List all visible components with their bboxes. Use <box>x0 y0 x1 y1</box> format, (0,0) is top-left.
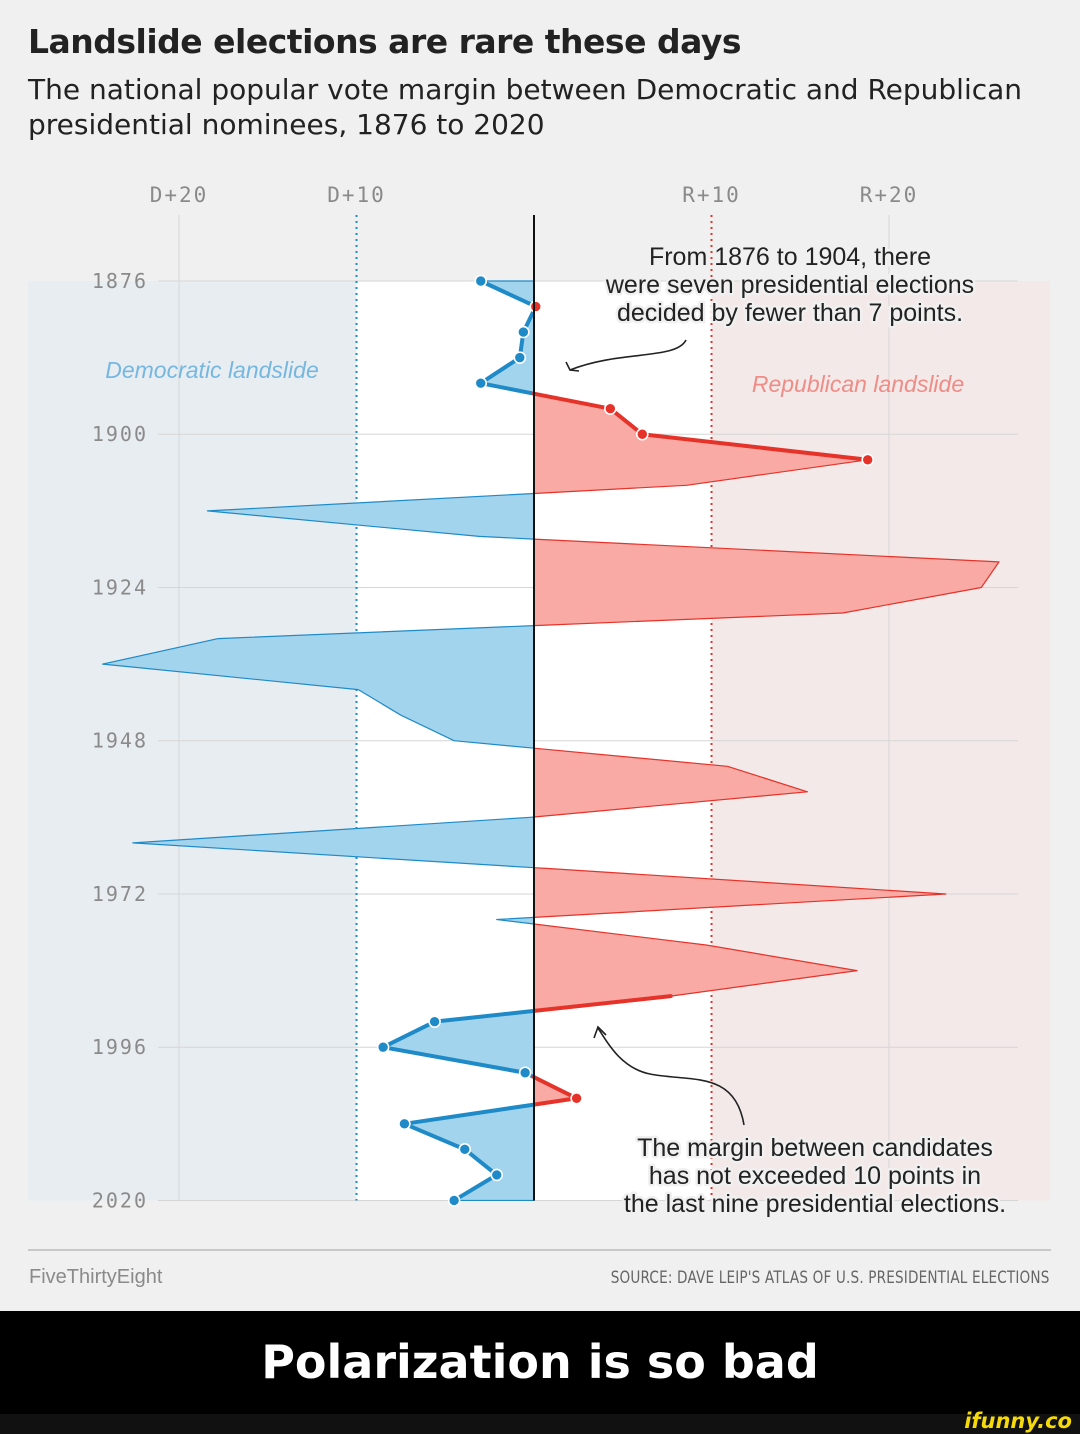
emphasis-segment <box>462 1147 499 1177</box>
emphasis-segment <box>381 1045 528 1075</box>
annotation-text-line: the last nine presidential elections. <box>624 1190 1006 1218</box>
year-tick-label: 2020 <box>92 1188 148 1212</box>
annotation-text-line: were seven presidential elections <box>605 271 974 299</box>
meme-caption: Polarization is so bad <box>0 1311 1080 1414</box>
emphasis-segment <box>402 1121 467 1152</box>
arrow-head-recent <box>593 1025 607 1039</box>
election-point-1896 <box>604 402 617 415</box>
republican-landslide-label: Republican landslide <box>752 371 964 397</box>
year-tick-label: 1924 <box>92 575 148 599</box>
brand-label: FiveThirtyEight <box>29 1266 163 1288</box>
emphasis-segment <box>432 1008 536 1024</box>
year-tick-label: 1948 <box>92 729 148 753</box>
bottom-strip <box>0 1414 1080 1434</box>
election-point-1904 <box>861 453 875 467</box>
x-tick-label: D+10 <box>327 183 386 207</box>
emphasis-segment <box>478 381 536 396</box>
footer-divider <box>28 1249 1051 1251</box>
election-point-1892 <box>474 376 488 390</box>
election-point-1884 <box>517 325 530 339</box>
x-tick-label: D+20 <box>150 183 209 207</box>
x-tick-label: R+20 <box>860 183 919 207</box>
source-note: SOURCE: DAVE LEIP'S ATLAS OF U.S. PRESID… <box>611 1268 1050 1288</box>
arrow-head-early <box>565 361 580 372</box>
annotation-text-line: From 1876 to 1904, there <box>649 243 931 271</box>
x-tick-label: R+10 <box>682 183 741 207</box>
ifunny-watermark: ifunny.co <box>964 1409 1072 1433</box>
election-point-2012 <box>458 1143 472 1156</box>
election-point-1996 <box>376 1040 390 1054</box>
annotation-text-line: has not exceeded 10 points in <box>649 1162 981 1190</box>
emphasis-segment <box>532 1096 579 1107</box>
chart-subtitle: The national popular vote margin between… <box>28 73 1023 141</box>
election-point-1876 <box>474 274 488 288</box>
emphasis-segment <box>402 1102 536 1126</box>
election-point-2020 <box>447 1194 461 1207</box>
democratic-landslide-label: Democratic landslide <box>105 357 318 383</box>
year-tick-label: 1876 <box>92 269 148 293</box>
emphasis-segment <box>452 1172 499 1203</box>
emphasis-segment <box>478 355 522 386</box>
annotation-text-line: The margin between candidates <box>637 1134 993 1162</box>
election-point-2008 <box>398 1117 411 1131</box>
election-point-2016 <box>490 1168 504 1182</box>
emphasis-segment <box>478 279 536 308</box>
election-point-2000 <box>518 1066 532 1080</box>
year-tick-label: 1972 <box>92 882 148 906</box>
annotation-arrow-early <box>569 339 687 371</box>
emphasis-segment <box>532 1075 579 1101</box>
election-point-1992 <box>428 1015 441 1028</box>
chart-area: 1876 1900 1924 1948 1972 1996 2020 D+20 D+10 R+10… <box>28 183 1050 1221</box>
election-point-1880 <box>529 300 543 313</box>
annotation-text-line: decided by fewer than 7 points. <box>617 299 963 327</box>
emphasis-segment <box>532 391 613 411</box>
chart-title: Landslide elections are rare these days <box>28 22 741 61</box>
election-point-1900 <box>635 427 649 441</box>
election-point-1888 <box>513 351 527 364</box>
emphasis-segment <box>532 994 673 1013</box>
emphasis-segment <box>381 1019 437 1050</box>
year-tick-label: 1900 <box>92 422 148 446</box>
election-point-2004 <box>570 1091 583 1105</box>
emphasis-segment <box>608 406 645 437</box>
emphasis-segment <box>640 432 870 462</box>
annotation-arrow-recent <box>597 1027 745 1126</box>
year-tick-label: 1996 <box>92 1035 148 1059</box>
